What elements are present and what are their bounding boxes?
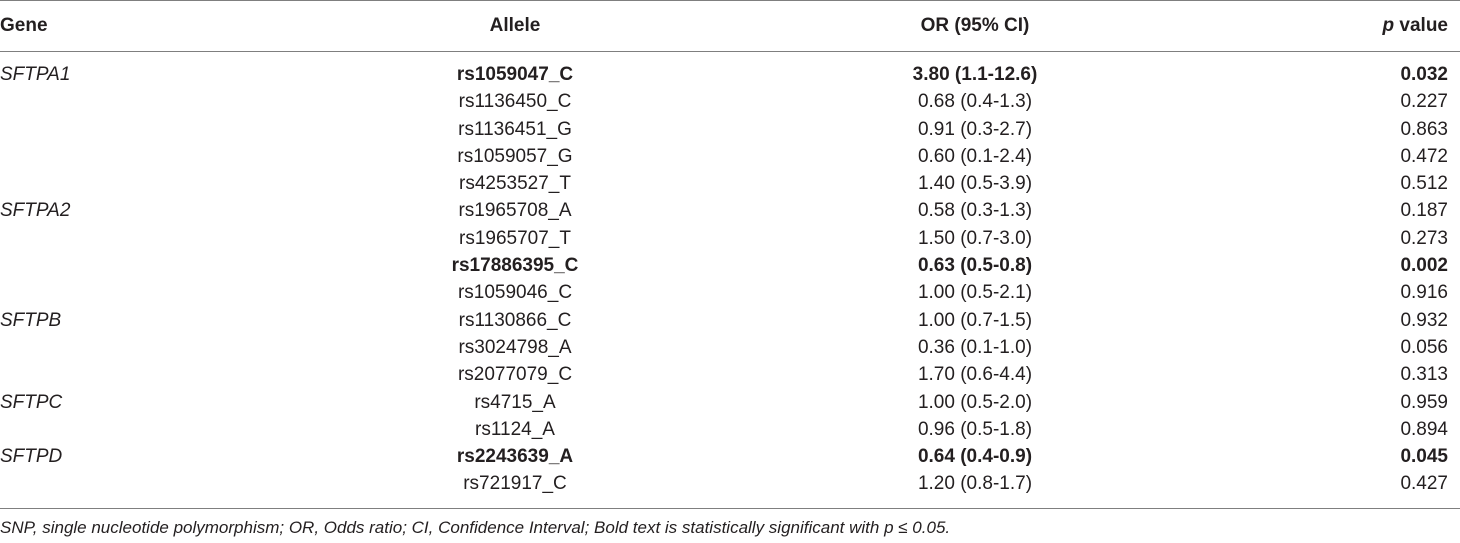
or-ci-cell: 0.63 (0.5-0.8) bbox=[917, 255, 1033, 277]
or-ci-cell: 0.68 (0.4-1.3) bbox=[917, 91, 1033, 113]
or-ci-cell: 1.70 (0.6-4.4) bbox=[917, 364, 1033, 386]
allele-cell: rs1965707_T bbox=[459, 227, 571, 249]
gene-cell: SFTPA2 bbox=[0, 200, 71, 222]
or-ci-cell: 1.40 (0.5-3.9) bbox=[917, 173, 1033, 195]
or-ci-cell: 1.00 (0.7-1.5) bbox=[917, 309, 1033, 331]
table-header-row: Gene Allele OR (95% CI) p value bbox=[0, 12, 1460, 38]
header-or-ci: OR (95% CI) bbox=[920, 15, 1030, 36]
or-ci-cell: 1.00 (0.5-2.1) bbox=[917, 282, 1033, 304]
table-header-rule bbox=[0, 51, 1460, 52]
p-value-cell: 0.863 bbox=[1400, 118, 1448, 140]
table-row: rs1124_A 0.96 (0.5-1.8) 0.894 bbox=[0, 416, 1460, 443]
p-value-cell: 0.916 bbox=[1400, 282, 1448, 304]
allele-cell: rs1130866_C bbox=[458, 309, 572, 331]
table-footnote: SNP, single nucleotide polymorphism; OR,… bbox=[0, 518, 951, 537]
table-row: SFTPA2 rs1965708_A 0.58 (0.3-1.3) 0.187 bbox=[0, 197, 1460, 224]
table-row: rs4253527_T 1.40 (0.5-3.9) 0.512 bbox=[0, 170, 1460, 197]
or-ci-cell: 0.58 (0.3-1.3) bbox=[917, 200, 1033, 222]
or-ci-cell: 1.50 (0.7-3.0) bbox=[917, 227, 1033, 249]
allele-cell: rs4253527_T bbox=[459, 173, 571, 195]
gene-cell: SFTPC bbox=[0, 391, 63, 413]
table-row: SFTPB rs1130866_C 1.00 (0.7-1.5) 0.932 bbox=[0, 307, 1460, 334]
allele-cell: rs17886395_C bbox=[451, 255, 579, 277]
p-value-cell: 0.932 bbox=[1400, 309, 1448, 331]
table-row: rs1965707_T 1.50 (0.7-3.0) 0.273 bbox=[0, 225, 1460, 252]
header-gene: Gene bbox=[0, 15, 48, 36]
header-p-rest: value bbox=[1394, 15, 1448, 36]
p-value-cell: 0.273 bbox=[1400, 227, 1448, 249]
p-value-cell: 0.472 bbox=[1400, 145, 1448, 167]
p-value-cell: 0.056 bbox=[1400, 336, 1448, 358]
table-body: SFTPA1 rs1059047_C 3.80 (1.1-12.6) 0.032 rs1… bbox=[0, 61, 1460, 498]
gene-cell: SFTPA1 bbox=[0, 64, 71, 85]
p-value-cell: 0.045 bbox=[1400, 446, 1448, 468]
allele-cell: rs1059046_C bbox=[457, 282, 573, 304]
table-top-rule bbox=[0, 0, 1460, 1]
table-row: rs2077079_C 1.70 (0.6-4.4) 0.313 bbox=[0, 361, 1460, 388]
table-row: rs1059046_C 1.00 (0.5-2.1) 0.916 bbox=[0, 279, 1460, 306]
header-p-italic: p bbox=[1382, 15, 1395, 36]
table-row: rs1136450_C 0.68 (0.4-1.3) 0.227 bbox=[0, 88, 1460, 115]
or-ci-cell: 0.64 (0.4-0.9) bbox=[917, 446, 1033, 468]
allele-cell: rs3024798_A bbox=[458, 336, 572, 358]
p-value-cell: 0.227 bbox=[1400, 91, 1448, 113]
p-value-cell: 0.313 bbox=[1400, 364, 1448, 386]
or-ci-cell: 3.80 (1.1-12.6) bbox=[912, 64, 1038, 85]
allele-cell: rs721917_C bbox=[463, 473, 567, 495]
allele-cell: rs1136451_G bbox=[458, 118, 572, 140]
allele-cell: rs1059047_C bbox=[456, 64, 574, 85]
gene-cell: SFTPB bbox=[0, 309, 62, 331]
table-row: rs17886395_C 0.63 (0.5-0.8) 0.002 bbox=[0, 252, 1460, 279]
or-ci-cell: 1.00 (0.5-2.0) bbox=[917, 391, 1033, 413]
p-value-cell: 0.187 bbox=[1400, 200, 1448, 222]
header-p-value: p value bbox=[1383, 12, 1448, 39]
table-row: rs1136451_G 0.91 (0.3-2.7) 0.863 bbox=[0, 116, 1460, 143]
p-value-cell: 0.032 bbox=[1400, 64, 1448, 85]
header-allele: Allele bbox=[489, 15, 541, 36]
p-value-cell: 0.427 bbox=[1400, 473, 1448, 495]
or-ci-cell: 0.36 (0.1-1.0) bbox=[917, 336, 1033, 358]
allele-cell: rs2243639_A bbox=[456, 446, 574, 468]
gene-cell: SFTPD bbox=[0, 446, 63, 468]
allele-cell: rs4715_A bbox=[474, 391, 556, 413]
table-row: rs1059057_G 0.60 (0.1-2.4) 0.472 bbox=[0, 143, 1460, 170]
table-row: SFTPA1 rs1059047_C 3.80 (1.1-12.6) 0.032 bbox=[0, 61, 1460, 88]
table-row: rs721917_C 1.20 (0.8-1.7) 0.427 bbox=[0, 470, 1460, 497]
or-ci-cell: 0.91 (0.3-2.7) bbox=[917, 118, 1033, 140]
table-row: SFTPD rs2243639_A 0.64 (0.4-0.9) 0.045 bbox=[0, 443, 1460, 470]
p-value-cell: 0.512 bbox=[1400, 173, 1448, 195]
or-ci-cell: 0.60 (0.1-2.4) bbox=[917, 145, 1033, 167]
allele-cell: rs1124_A bbox=[475, 418, 555, 440]
allele-cell: rs1136450_C bbox=[458, 91, 572, 113]
p-value-cell: 0.894 bbox=[1400, 418, 1448, 440]
p-value-cell: 0.959 bbox=[1400, 391, 1448, 413]
allele-cell: rs1965708_A bbox=[458, 200, 572, 222]
table-bottom-rule bbox=[0, 508, 1460, 509]
or-ci-cell: 0.96 (0.5-1.8) bbox=[917, 418, 1033, 440]
p-value-cell: 0.002 bbox=[1400, 255, 1448, 277]
table-row: SFTPC rs4715_A 1.00 (0.5-2.0) 0.959 bbox=[0, 389, 1460, 416]
allele-cell: rs1059057_G bbox=[457, 145, 573, 167]
or-ci-cell: 1.20 (0.8-1.7) bbox=[917, 473, 1033, 495]
table-row: rs3024798_A 0.36 (0.1-1.0) 0.056 bbox=[0, 334, 1460, 361]
allele-cell: rs2077079_C bbox=[457, 364, 573, 386]
